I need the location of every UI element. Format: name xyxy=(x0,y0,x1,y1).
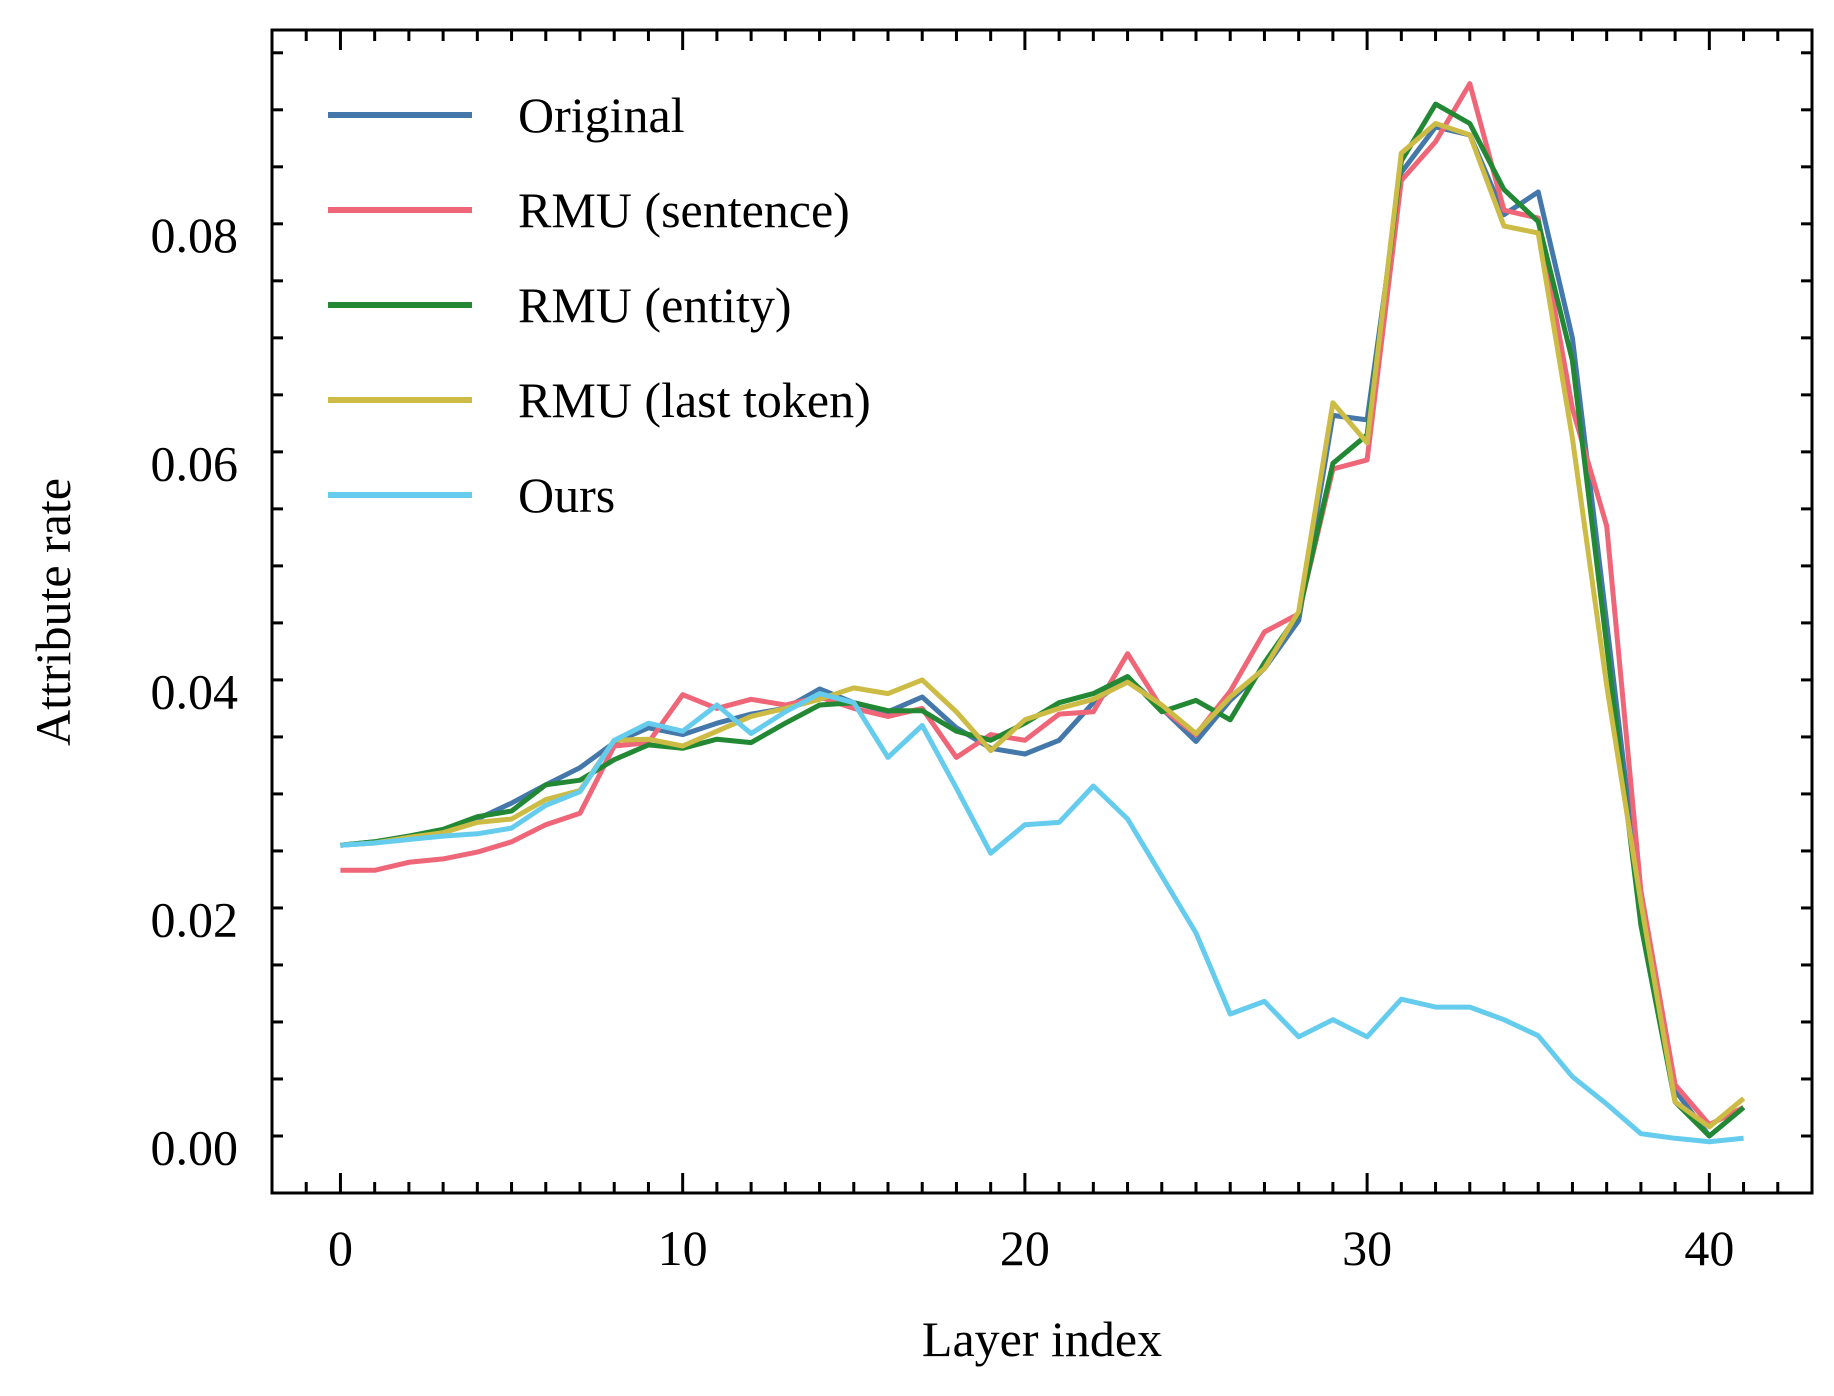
x-tick-label: 40 xyxy=(1684,1220,1734,1276)
legend-label: RMU (sentence) xyxy=(518,182,850,238)
legend-item-rmu-last-token: RMU (last token) xyxy=(328,372,871,428)
axes-frame xyxy=(270,28,1814,1195)
series-line-rmu-sentence xyxy=(340,81,1745,1128)
ticks-layer xyxy=(270,30,1814,1195)
legend-item-original: Original xyxy=(328,87,685,143)
y-tick-label: 0.04 xyxy=(151,663,239,719)
legend-label: Original xyxy=(518,87,685,143)
series-line-rmu-entity xyxy=(340,101,1746,1139)
tick-labels-layer: 0 10 20 30 40 0.00 0.02 0.04 0.06 0.08 xyxy=(151,207,1735,1276)
legend-item-rmu-entity: RMU (entity) xyxy=(328,277,792,333)
x-tick-label: 10 xyxy=(658,1220,708,1276)
y-tick-label: 0.00 xyxy=(151,1119,239,1175)
y-tick-label: 0.08 xyxy=(151,207,239,263)
legend-label: RMU (last token) xyxy=(518,372,871,428)
legend-item-ours: Ours xyxy=(328,467,615,523)
y-axis-label: Attribute rate xyxy=(25,478,81,746)
y-tick-label: 0.06 xyxy=(151,435,239,491)
series-line-rmu-last-token xyxy=(340,121,1746,1130)
y-tick-label: 0.02 xyxy=(151,891,239,947)
series-layer xyxy=(340,81,1746,1145)
legend: Original RMU (sentence) RMU (entity) RMU (l… xyxy=(328,87,871,523)
legend-label: RMU (entity) xyxy=(518,277,792,333)
x-tick-label: 30 xyxy=(1342,1220,1392,1276)
plot-area: 0 10 20 30 40 0.00 0.02 0.04 0.06 0.08 xyxy=(151,28,1814,1276)
legend-item-rmu-sentence: RMU (sentence) xyxy=(328,182,850,238)
x-tick-label: 20 xyxy=(1000,1220,1050,1276)
x-axis-label: Layer index xyxy=(922,1311,1162,1367)
legend-label: Ours xyxy=(518,467,615,523)
series-line-ours xyxy=(340,691,1744,1145)
x-tick-label: 0 xyxy=(328,1220,353,1276)
